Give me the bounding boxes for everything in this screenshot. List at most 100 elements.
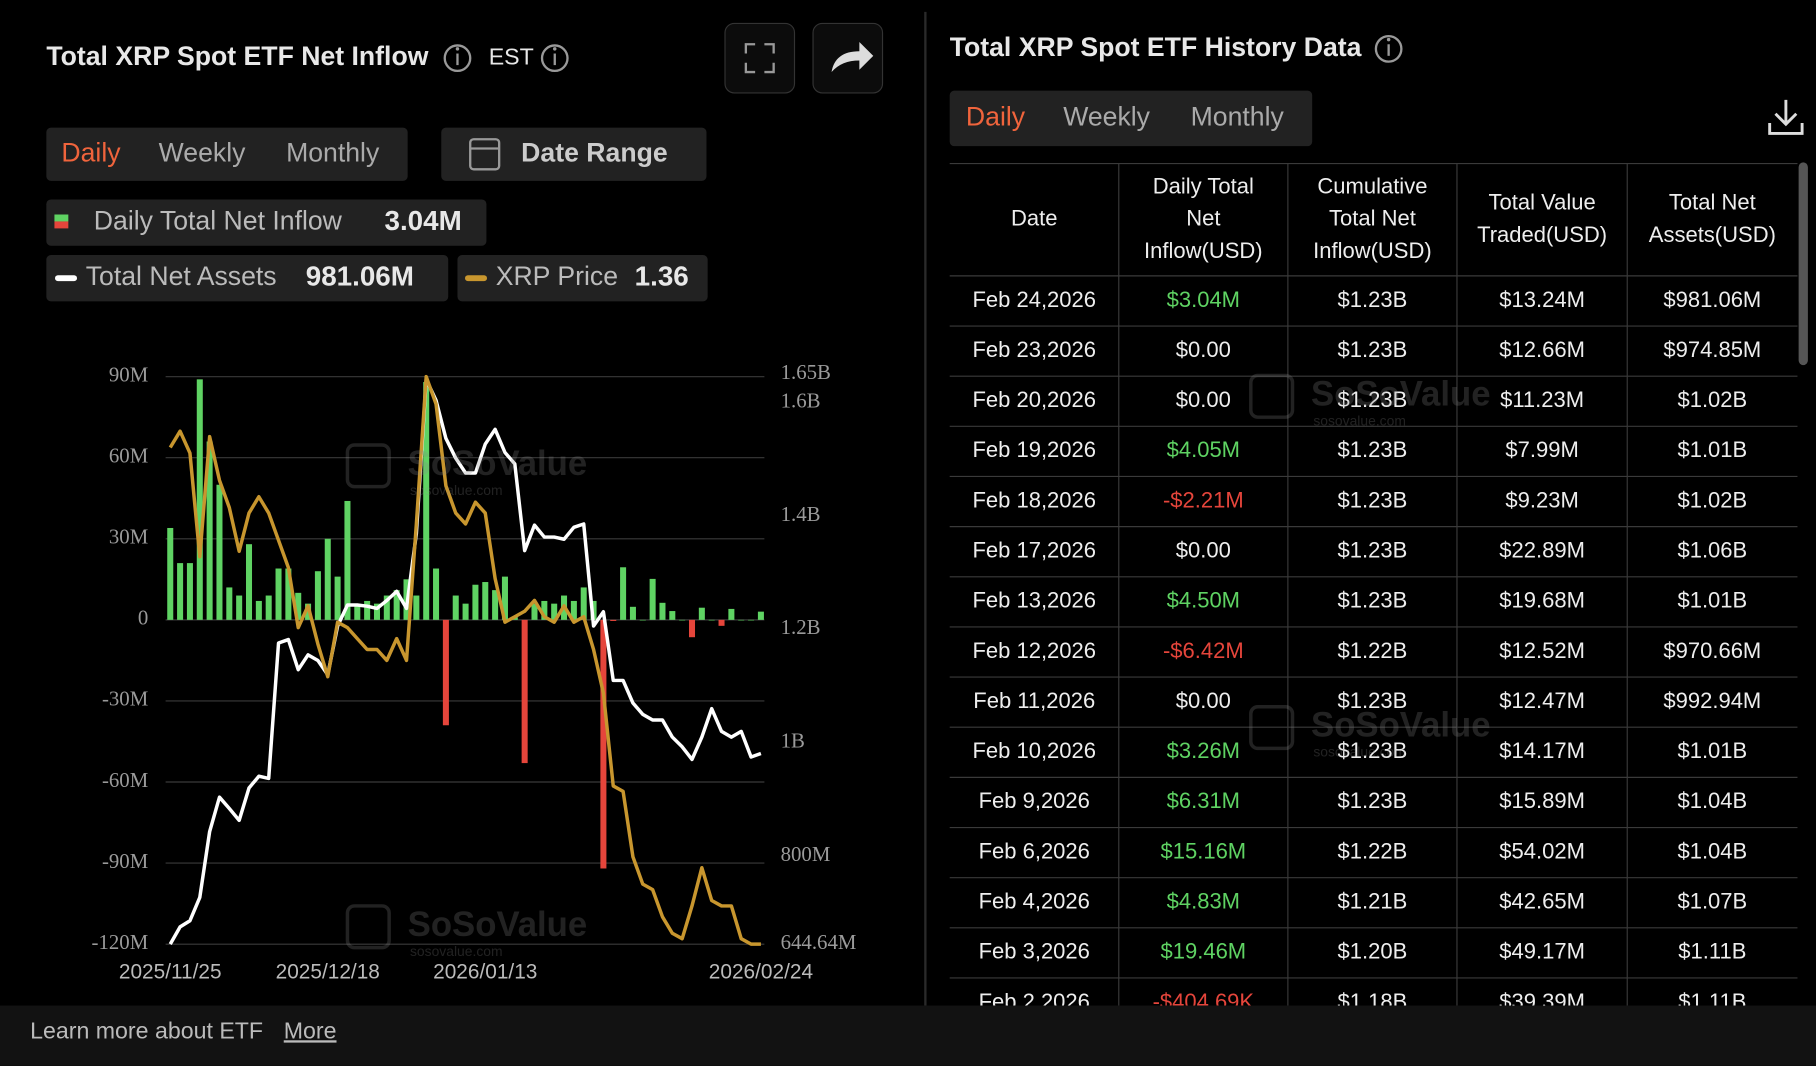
bar	[285, 568, 292, 620]
legend-item[interactable]: Daily Total Net Inflow 3.04M	[46, 199, 487, 246]
bar	[186, 563, 193, 620]
watermark: sosovalue.com	[1313, 744, 1406, 760]
table-cell: Feb 23,2026	[972, 337, 1096, 362]
bar	[708, 619, 715, 621]
header-line: Total Net	[1669, 189, 1756, 214]
table-cell: $54.02M	[1499, 838, 1585, 863]
bar	[255, 600, 262, 620]
scrollbar[interactable]	[1798, 162, 1808, 366]
table-cell: $4.83M	[1167, 889, 1240, 914]
watermark: sosovalue.com	[1313, 412, 1406, 428]
bar	[659, 602, 666, 620]
bar	[541, 600, 548, 620]
table-cell: $1.23B	[1338, 387, 1408, 412]
header-line: Date	[1011, 206, 1057, 231]
tab[interactable]: Monthly	[286, 137, 380, 167]
legend-label: Daily Total Net Inflow	[94, 206, 343, 236]
y2-tick-label: 644.64M	[781, 930, 857, 954]
y-tick-label: -30M	[102, 687, 148, 711]
table-cell: Feb 20,2026	[972, 387, 1096, 412]
info-icon[interactable]	[443, 44, 472, 73]
info-icon[interactable]	[1374, 34, 1403, 63]
bar	[718, 619, 725, 626]
column-header: Total Net Assets(USD)	[1649, 189, 1776, 246]
bar	[393, 590, 400, 620]
bar	[206, 441, 213, 620]
table-cell: $22.89M	[1499, 538, 1585, 563]
bar	[354, 603, 361, 620]
legend-label: Total Net Assets	[86, 261, 277, 291]
table-title: Total XRP Spot ETF History Data	[950, 32, 1362, 62]
footer-text: Learn more about ETF	[30, 1017, 263, 1043]
tab[interactable]: Monthly	[1191, 101, 1285, 131]
timezone[interactable]: EST	[489, 43, 534, 69]
legend-item[interactable]: XRP Price 1.36	[457, 255, 708, 302]
table-cell: $6.31M	[1167, 788, 1240, 813]
bar	[738, 619, 745, 621]
legend-item[interactable]: Total Net Assets 981.06M	[46, 255, 449, 302]
table-cell: Feb 10,2026	[972, 738, 1096, 763]
table-cell: $1.07B	[1677, 889, 1747, 914]
table-cell: $0.00	[1176, 337, 1231, 362]
table-cell: $1.02B	[1677, 487, 1747, 512]
tab[interactable]: Weekly	[1063, 101, 1150, 131]
y2-tick-label: 1.65B	[781, 360, 831, 384]
bar	[364, 600, 371, 620]
bar	[245, 544, 253, 620]
table-cell: $1.21B	[1338, 889, 1408, 914]
header-line: Traded(USD)	[1477, 222, 1607, 247]
header-line: Total Value	[1488, 189, 1595, 214]
header-line: Daily Total	[1153, 173, 1254, 198]
table-cell: $4.50M	[1167, 588, 1240, 613]
fullscreen-button[interactable]	[724, 22, 796, 94]
bar	[334, 576, 341, 620]
y2-tick-label: 1.4B	[781, 502, 821, 526]
table-cell: Feb 4,2026	[979, 889, 1090, 914]
table-cell: $992.94M	[1663, 688, 1761, 713]
table-cell: $49.17M	[1499, 939, 1585, 964]
y2-tick-label: 1.6B	[781, 388, 821, 412]
table-cell: $1.11B	[1678, 989, 1746, 1014]
table-cell: $15.89M	[1499, 788, 1585, 813]
column-header: Total Value Traded(USD)	[1477, 189, 1607, 246]
table-cell: $1.04B	[1677, 788, 1747, 813]
table-cell: $1.20B	[1338, 939, 1408, 964]
tab[interactable]: Daily	[61, 137, 121, 167]
table-cell: Feb 19,2026	[972, 437, 1096, 462]
table-cell: $1.02B	[1677, 387, 1747, 412]
legend-label: XRP Price	[496, 261, 618, 291]
header-line: Total Net	[1329, 206, 1416, 231]
date-range-button[interactable]: Date Range	[441, 127, 707, 181]
share-button[interactable]	[812, 22, 884, 94]
footer-link[interactable]: More	[284, 1017, 337, 1043]
date-range-label[interactable]: Date Range	[521, 137, 667, 167]
y2-tick-label: 1B	[781, 729, 805, 753]
bar	[472, 584, 479, 620]
watermark-logo	[345, 904, 391, 950]
table-cell: $3.26M	[1167, 738, 1240, 763]
chart-title: Total XRP Spot ETF Net Inflow	[46, 41, 428, 71]
table-cell: $1.23B	[1338, 487, 1408, 512]
table-cell: Feb 11,2026	[973, 688, 1095, 713]
download-button[interactable]	[1768, 99, 1804, 135]
table-cell: $1.23B	[1338, 287, 1408, 312]
bar	[620, 567, 627, 620]
line	[168, 374, 761, 946]
bar	[236, 595, 243, 620]
tab[interactable]: Weekly	[159, 137, 246, 167]
tab[interactable]: Daily	[966, 101, 1026, 131]
bar	[698, 607, 705, 620]
bar	[482, 582, 489, 620]
y-tick-label: 0	[138, 606, 148, 630]
info-icon[interactable]	[540, 44, 569, 73]
table-cell: $1.23B	[1338, 688, 1408, 713]
bar	[580, 587, 587, 620]
bar	[728, 608, 735, 620]
table-cell: Feb 24,2026	[972, 287, 1096, 312]
table-cell: $11.23M	[1500, 387, 1584, 412]
watermarks: SoSoValuesosovalue.comSoSoValuesosovalue…	[345, 373, 1491, 959]
bar	[748, 619, 755, 621]
bar	[373, 603, 380, 620]
bar	[649, 578, 656, 620]
